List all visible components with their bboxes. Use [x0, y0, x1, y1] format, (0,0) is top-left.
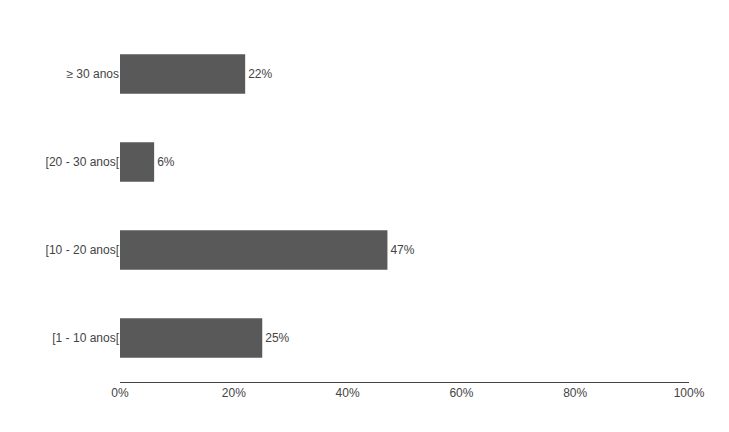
svg-text:100%: 100%	[674, 386, 705, 400]
svg-text:[20 - 30 anos[: [20 - 30 anos[	[46, 155, 120, 169]
svg-text:40%: 40%	[336, 386, 360, 400]
svg-text:25%: 25%	[265, 331, 289, 345]
svg-text:47%: 47%	[390, 243, 414, 257]
svg-text:80%: 80%	[563, 386, 587, 400]
svg-text:60%: 60%	[449, 386, 473, 400]
svg-text:0%: 0%	[111, 386, 129, 400]
svg-text:6%: 6%	[157, 155, 175, 169]
svg-text:[10 - 20 anos[: [10 - 20 anos[	[46, 243, 120, 257]
svg-text:22%: 22%	[248, 67, 272, 81]
svg-text:[1 - 10 anos[: [1 - 10 anos[	[52, 331, 119, 345]
svg-text:20%: 20%	[222, 386, 246, 400]
svg-text:≥ 30 anos: ≥ 30 anos	[66, 67, 119, 81]
